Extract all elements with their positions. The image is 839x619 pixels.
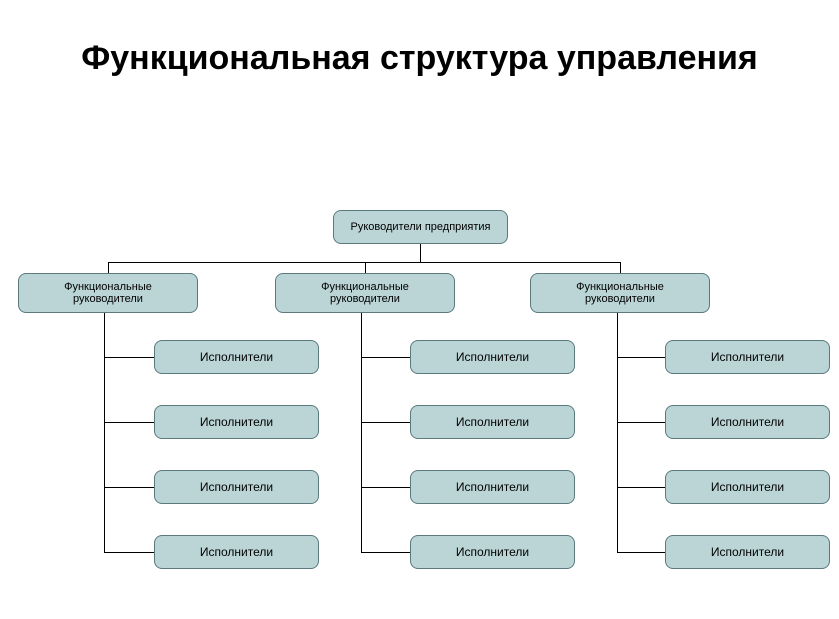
node-executor-label: Исполнители (456, 545, 529, 559)
connector-line (617, 357, 665, 358)
page-title: Функциональная структура управления (0, 40, 839, 77)
connector-line (361, 357, 410, 358)
connector-line (361, 313, 362, 552)
connector-line (420, 244, 421, 262)
node-root: Руководители предприятия (333, 210, 508, 244)
connector-line (617, 552, 665, 553)
connector-line (104, 552, 154, 553)
node-executor: Исполнители (410, 535, 575, 569)
node-executor: Исполнители (154, 405, 319, 439)
node-executor: Исполнители (665, 470, 830, 504)
node-executor-label: Исполнители (200, 480, 273, 494)
node-executor-label: Исполнители (200, 350, 273, 364)
connector-line (617, 487, 665, 488)
node-executor: Исполнители (410, 470, 575, 504)
node-executor: Исполнители (154, 535, 319, 569)
connector-line (104, 357, 154, 358)
node-executor: Исполнители (410, 405, 575, 439)
node-executor-label: Исполнители (456, 350, 529, 364)
connector-line (104, 313, 105, 552)
node-executor: Исполнители (665, 535, 830, 569)
node-executor-label: Исполнители (200, 415, 273, 429)
connector-line (620, 262, 621, 273)
node-executor: Исполнители (665, 340, 830, 374)
node-executor-label: Исполнители (456, 415, 529, 429)
node-manager-label: Функциональныеруководители (576, 281, 664, 305)
node-executor: Исполнители (154, 340, 319, 374)
node-executor-label: Исполнители (711, 480, 784, 494)
node-executor: Исполнители (665, 405, 830, 439)
node-executor-label: Исполнители (456, 480, 529, 494)
connector-line (108, 262, 109, 273)
node-executor: Исполнители (154, 470, 319, 504)
node-executor-label: Исполнители (711, 350, 784, 364)
node-executor: Исполнители (410, 340, 575, 374)
node-executor-label: Исполнители (711, 545, 784, 559)
connector-line (361, 422, 410, 423)
node-manager-label: Функциональныеруководители (64, 281, 152, 305)
connector-line (361, 487, 410, 488)
connector-line (617, 313, 618, 552)
node-executor-label: Исполнители (200, 545, 273, 559)
node-manager-0: Функциональныеруководители (18, 273, 198, 313)
node-manager-2: Функциональныеруководители (530, 273, 710, 313)
connector-line (365, 262, 366, 273)
node-manager-label: Функциональныеруководители (321, 281, 409, 305)
connector-line (617, 422, 665, 423)
connector-line (361, 552, 410, 553)
connector-line (104, 487, 154, 488)
node-manager-1: Функциональныеруководители (275, 273, 455, 313)
node-executor-label: Исполнители (711, 415, 784, 429)
connector-line (104, 422, 154, 423)
